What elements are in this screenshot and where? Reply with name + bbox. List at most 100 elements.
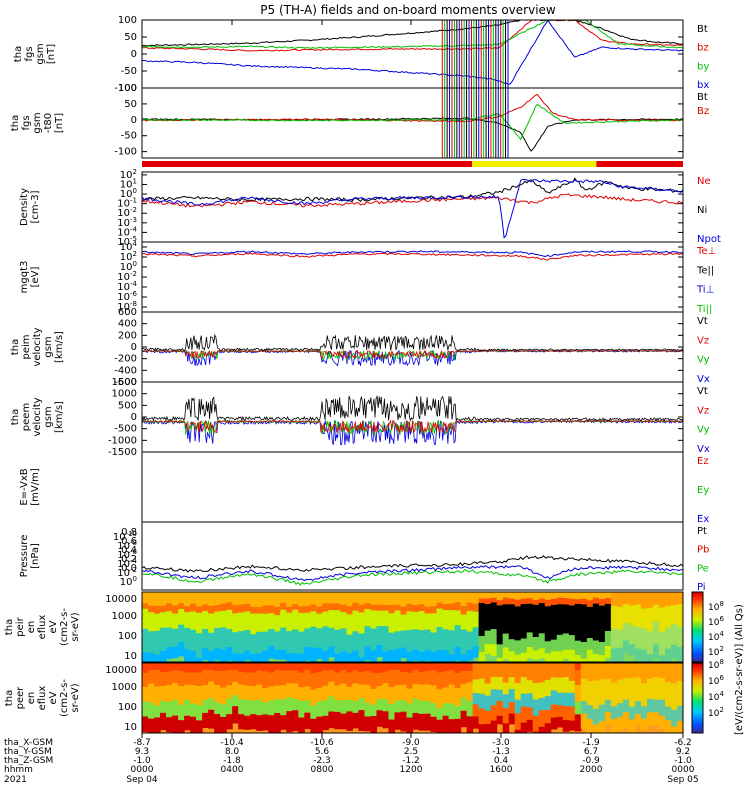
legend-entry: Te|| [696, 265, 714, 276]
spectrogram-cell [628, 644, 636, 656]
spectrogram-cell [580, 598, 588, 605]
spectrogram-cell [370, 672, 378, 689]
spectrogram-cell [472, 611, 480, 628]
spectrogram-cell [592, 724, 600, 733]
spectrogram-cell [346, 699, 353, 712]
y-tick-label: 10 [124, 651, 137, 662]
velocity-trace [142, 419, 683, 434]
spectrogram-cell [616, 592, 624, 607]
spectrogram-cell [148, 631, 155, 653]
spectrogram-cell [268, 605, 275, 614]
spectrogram-cell [178, 592, 185, 604]
panel-peir_spectrogram: 10000 1000 100 10 tha peir en eflux eV (cm2-s-sr-… [4, 591, 684, 663]
spectrogram-cell [442, 703, 450, 716]
spectrogram-cell [142, 608, 149, 629]
spectrogram-cell [460, 710, 468, 728]
spectrogram-cell [586, 606, 594, 639]
spectrogram-cell [478, 724, 486, 733]
spectrogram-cell [652, 604, 660, 622]
spectrogram-cell [622, 604, 630, 624]
spectrogram-cell [436, 689, 444, 709]
start-date-label: Sep 04 [126, 775, 158, 785]
spectrogram-cell [442, 715, 450, 733]
spectrogram-cell [652, 712, 660, 727]
spectrogram-cell [190, 651, 197, 662]
spectrogram-cell [502, 647, 510, 660]
spectrogram-cell [646, 631, 654, 655]
spectrogram-cell [406, 630, 414, 653]
spectrogram-cell [424, 663, 432, 671]
spectrogram-cell [610, 663, 618, 683]
spectrogram-cell [298, 672, 305, 688]
spectrogram-cell [190, 663, 197, 673]
spectrogram-cell [508, 651, 516, 662]
spectrogram-cell [286, 711, 293, 733]
spectrogram-cell [202, 670, 209, 686]
spectrogram-cell [334, 685, 341, 701]
spectrogram-cell [646, 592, 654, 608]
spectrogram-cell [328, 610, 335, 628]
y-tick-label: 1000 [112, 389, 137, 400]
spectrogram-cell [142, 592, 149, 604]
spectrogram-cell [346, 606, 353, 615]
end-date-label: Sep 05 [667, 775, 698, 785]
spectrogram-cell [484, 710, 492, 725]
spectrogram-cell [370, 688, 378, 705]
spectrogram-cell [382, 604, 390, 611]
spectrogram-cell [172, 605, 179, 614]
spectrogram-cell [526, 598, 534, 604]
y-tick-label: 1000 [112, 611, 137, 622]
spectrogram-cell [562, 692, 570, 707]
spectrogram-cell [664, 605, 672, 628]
spectrogram-cell [322, 670, 329, 686]
panel-frame [141, 19, 684, 89]
spectrogram-cell [550, 598, 558, 605]
spectrogram-cell [298, 631, 305, 654]
spectrogram-cell [478, 678, 486, 694]
spectrogram-cell [544, 592, 552, 600]
series-group [142, 20, 683, 88]
spectrogram-cell [364, 603, 372, 610]
spectrogram-cell [502, 708, 510, 724]
spectrogram-cell [562, 706, 570, 721]
spectrogram-cell [244, 650, 251, 661]
spectrogram-cell [580, 604, 588, 643]
y-tick-label: 0 [131, 412, 137, 423]
series-line [142, 20, 683, 85]
spectrogram-cell [652, 677, 660, 700]
spectrogram-cell [292, 683, 299, 699]
spectrogram-cell [352, 650, 359, 662]
spectrogram-cell [628, 663, 636, 679]
spectrogram-cell [166, 603, 173, 612]
spectrogram-cell [490, 677, 498, 690]
plot-title: P5 (TH-A) fields and on-board moments ov… [260, 3, 556, 17]
spectrogram-cell [316, 701, 323, 717]
spectrogram-cell [214, 611, 221, 629]
y-tick-label: 0.4 [121, 545, 137, 556]
spectrogram-cell [610, 628, 618, 649]
x-row-value: -8.7 [133, 738, 151, 748]
spectrogram-cell [352, 631, 359, 651]
x-row-label: tha_Y-GSM [4, 747, 52, 757]
spectrogram-cell [454, 663, 462, 674]
spectrogram-cell [148, 612, 155, 632]
spectrogram-cell [172, 715, 179, 733]
x-row-value: -2.3 [313, 756, 331, 766]
spectrogram-cell [472, 627, 480, 646]
spectrogram-cell [472, 603, 480, 612]
spectrogram-cell [460, 671, 468, 684]
spectrogram-cell [178, 603, 185, 610]
spectrogram-cell [154, 663, 161, 671]
spectrogram-cell [412, 612, 420, 630]
y-tick-label: 500 [118, 400, 137, 411]
spectrogram-cell [340, 683, 347, 700]
legend-entry: Pe [697, 563, 709, 574]
spectrogram-cell [490, 663, 498, 678]
spectrogram-cell [406, 603, 414, 612]
spectrogram-cell [562, 649, 570, 659]
panel-frame [141, 521, 684, 591]
spectrogram-cell [232, 663, 239, 671]
spectrogram-cell [388, 632, 396, 650]
series-line [142, 103, 683, 141]
spectrogram-cell [658, 607, 666, 632]
